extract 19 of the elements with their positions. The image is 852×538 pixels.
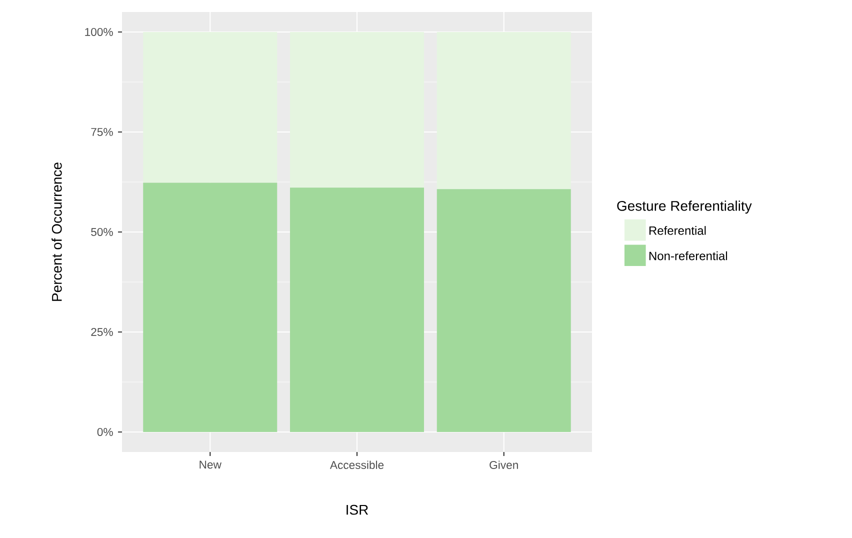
x-tick-label: Accessible (330, 460, 384, 470)
bar (436, 189, 571, 432)
bar (290, 32, 424, 188)
legend-label: Referential (649, 226, 706, 235)
x-tick-label: Given (490, 460, 518, 470)
bar (143, 182, 278, 432)
y-axis-title: Percent of Occurrence (52, 162, 62, 301)
x-tick-label: New (200, 460, 222, 469)
legend-label: Non-referential (649, 251, 728, 260)
y-tick-label: 75% (91, 128, 113, 136)
bar (143, 32, 278, 183)
bar (290, 188, 424, 432)
y-tick-label: 100% (85, 28, 113, 36)
bar (436, 32, 571, 190)
y-tick-label: 0% (97, 428, 113, 436)
y-tick-label: 25% (91, 328, 113, 336)
legend-title: Gesture Referentiality (617, 200, 752, 214)
y-tick-label: 50% (91, 228, 113, 236)
x-axis-title: ISR (346, 504, 368, 515)
